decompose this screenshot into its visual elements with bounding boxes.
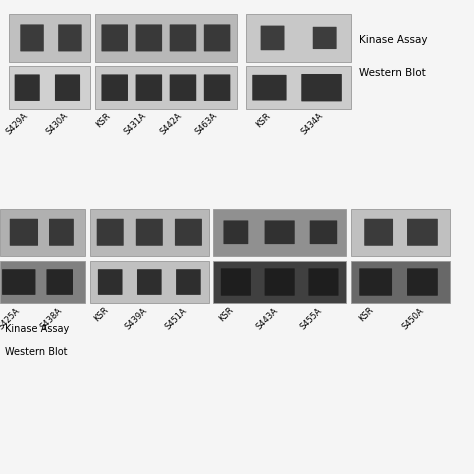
FancyBboxPatch shape — [10, 219, 38, 246]
Text: S455A: S455A — [299, 306, 324, 331]
FancyBboxPatch shape — [101, 74, 128, 101]
Bar — [9, 66, 90, 109]
Bar — [95, 14, 237, 62]
FancyBboxPatch shape — [252, 75, 287, 100]
FancyBboxPatch shape — [46, 269, 73, 295]
FancyBboxPatch shape — [170, 74, 196, 101]
Bar — [246, 66, 351, 109]
FancyBboxPatch shape — [309, 268, 338, 296]
FancyBboxPatch shape — [98, 269, 122, 295]
FancyBboxPatch shape — [175, 219, 202, 246]
Bar — [95, 66, 237, 109]
Bar — [0, 209, 85, 256]
FancyBboxPatch shape — [101, 24, 128, 52]
FancyBboxPatch shape — [204, 24, 230, 52]
Bar — [213, 209, 346, 256]
Text: KSR: KSR — [91, 306, 110, 324]
Text: S443A: S443A — [254, 306, 280, 331]
FancyBboxPatch shape — [2, 269, 36, 295]
FancyBboxPatch shape — [310, 220, 337, 244]
Bar — [351, 209, 450, 256]
Text: S442A: S442A — [158, 111, 184, 137]
Bar — [246, 14, 351, 62]
Bar — [90, 209, 209, 256]
FancyBboxPatch shape — [261, 26, 284, 50]
Text: S450A: S450A — [400, 306, 425, 331]
FancyBboxPatch shape — [176, 269, 201, 295]
FancyBboxPatch shape — [15, 74, 40, 101]
FancyBboxPatch shape — [170, 24, 196, 52]
FancyBboxPatch shape — [359, 268, 392, 296]
FancyBboxPatch shape — [221, 268, 251, 296]
FancyBboxPatch shape — [58, 24, 82, 52]
FancyBboxPatch shape — [20, 24, 44, 52]
Bar — [213, 261, 346, 303]
Bar — [351, 261, 450, 303]
FancyBboxPatch shape — [136, 74, 162, 101]
Text: S434A: S434A — [299, 111, 325, 137]
Text: S451A: S451A — [164, 306, 189, 331]
Text: KSR: KSR — [357, 306, 375, 324]
FancyBboxPatch shape — [223, 220, 248, 244]
FancyBboxPatch shape — [137, 269, 162, 295]
FancyBboxPatch shape — [136, 24, 162, 52]
Text: KSR: KSR — [94, 111, 113, 129]
FancyBboxPatch shape — [136, 219, 163, 246]
Text: S463A: S463A — [194, 111, 219, 137]
Text: S425A: S425A — [0, 306, 21, 331]
Text: Western Blot: Western Blot — [359, 68, 426, 79]
Text: S431A: S431A — [123, 111, 148, 137]
FancyBboxPatch shape — [264, 268, 295, 296]
FancyBboxPatch shape — [264, 220, 295, 244]
Bar — [0, 261, 85, 303]
Text: S438A: S438A — [38, 306, 64, 331]
FancyBboxPatch shape — [407, 268, 438, 296]
Text: KSR: KSR — [255, 111, 273, 129]
FancyBboxPatch shape — [97, 219, 124, 246]
Text: S429A: S429A — [4, 111, 29, 137]
Bar — [9, 14, 90, 62]
Text: Kinase Assay: Kinase Assay — [359, 35, 428, 46]
FancyBboxPatch shape — [204, 74, 230, 101]
Text: Kinase Assay: Kinase Assay — [5, 324, 69, 335]
FancyBboxPatch shape — [49, 219, 74, 246]
Text: KSR: KSR — [217, 306, 236, 324]
FancyBboxPatch shape — [55, 74, 80, 101]
Text: S439A: S439A — [124, 306, 149, 331]
Text: S430A: S430A — [45, 111, 70, 137]
FancyBboxPatch shape — [407, 219, 438, 246]
Bar — [90, 261, 209, 303]
FancyBboxPatch shape — [301, 74, 342, 101]
FancyBboxPatch shape — [313, 27, 337, 49]
Text: Western Blot: Western Blot — [5, 346, 67, 357]
FancyBboxPatch shape — [364, 219, 393, 246]
